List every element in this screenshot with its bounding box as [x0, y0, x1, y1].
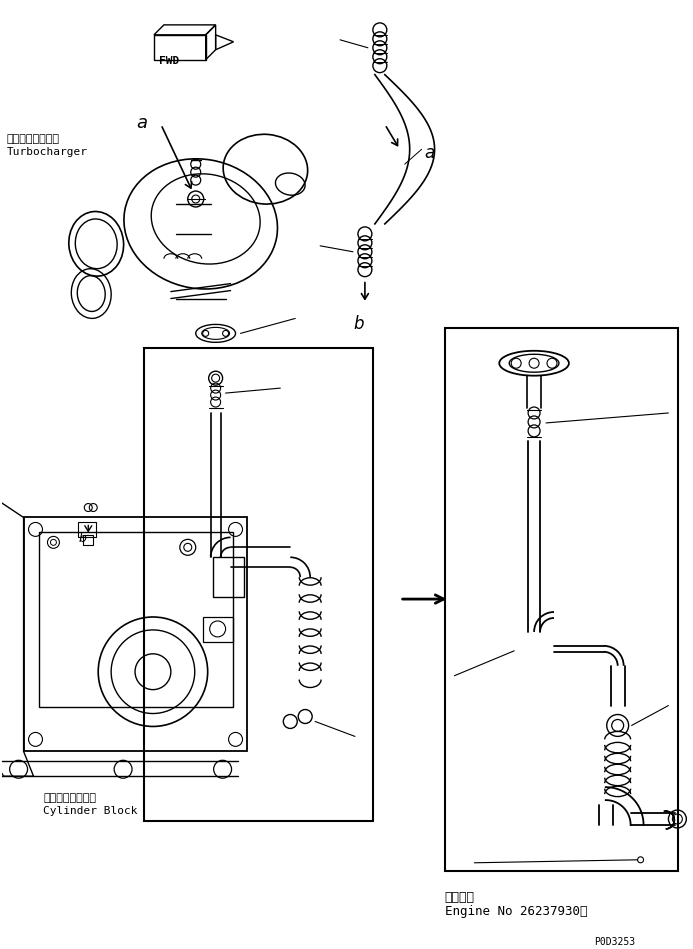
Text: a: a: [425, 144, 435, 162]
Text: FWD: FWD: [159, 56, 179, 65]
Text: ターボチャージャ: ターボチャージャ: [7, 135, 60, 144]
Bar: [444, 328, 678, 871]
Text: Engine No 26237930〜: Engine No 26237930〜: [444, 904, 587, 918]
Text: a: a: [136, 115, 147, 133]
Text: b: b: [78, 532, 86, 546]
Bar: [202, 617, 233, 642]
Bar: [39, 532, 233, 707]
Bar: [24, 517, 247, 752]
Bar: [144, 348, 373, 821]
Text: P0D3253: P0D3253: [594, 938, 635, 947]
Bar: [83, 535, 94, 546]
Bar: [78, 523, 96, 537]
Text: Cylinder Block: Cylinder Block: [44, 806, 138, 816]
Text: Turbocharger: Turbocharger: [7, 147, 87, 158]
Text: シリンダブロック: シリンダブロック: [44, 793, 96, 803]
Bar: [213, 557, 245, 597]
Text: b: b: [353, 315, 363, 333]
Text: 適用号機: 適用号機: [444, 891, 475, 903]
